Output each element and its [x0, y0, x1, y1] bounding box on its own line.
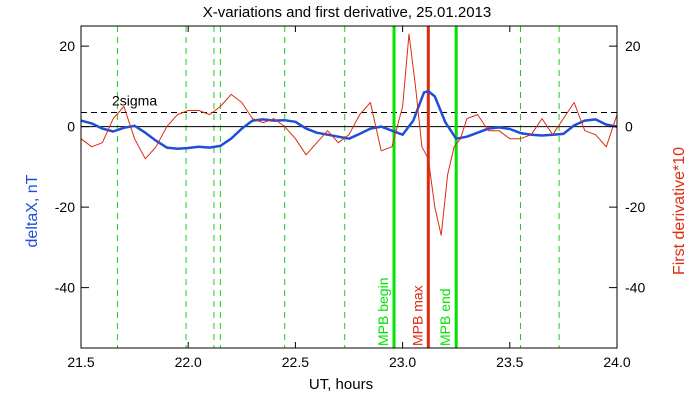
- x-tick-label: 22.0: [175, 354, 202, 370]
- x-axis-label: UT, hours: [309, 376, 373, 393]
- x-tick-label: 22.5: [282, 354, 309, 370]
- x-tick-label: 24.0: [603, 354, 630, 370]
- marker-label: MPB max: [409, 285, 425, 346]
- sigma-label: 2sigma: [112, 93, 157, 109]
- x-tick-label: 21.5: [67, 354, 94, 370]
- y-tick-label-right: -20: [625, 199, 645, 215]
- x-tick-label: 23.5: [496, 354, 523, 370]
- y-tick-label-right: 20: [625, 38, 641, 54]
- y-tick-label-right: -40: [625, 280, 645, 296]
- plot-frame: [80, 25, 618, 349]
- x-tick-label: 23.0: [389, 354, 416, 370]
- marker-label: MPB end: [437, 288, 453, 346]
- y-tick-label-right: 0: [625, 119, 633, 135]
- deltax-series-line: [80, 89, 618, 151]
- chart-title: X-variations and first derivative, 25.01…: [203, 4, 492, 21]
- y-axis-label-left: deltaX, nT: [24, 174, 41, 247]
- plot-area: 2sigma MPB begin MPB max MPB end 21.5 22.0 22.…: [55, 25, 645, 370]
- marker-label: MPB begin: [375, 278, 391, 346]
- y-tick-label-left: 0: [67, 119, 75, 135]
- y-tick-label-left: -20: [55, 199, 75, 215]
- y-axis-label-right: First derivative*10: [671, 147, 688, 275]
- y-tick-label-left: -40: [55, 280, 75, 296]
- y-tick-label-left: 20: [59, 38, 75, 54]
- derivative-series-line: [80, 33, 618, 236]
